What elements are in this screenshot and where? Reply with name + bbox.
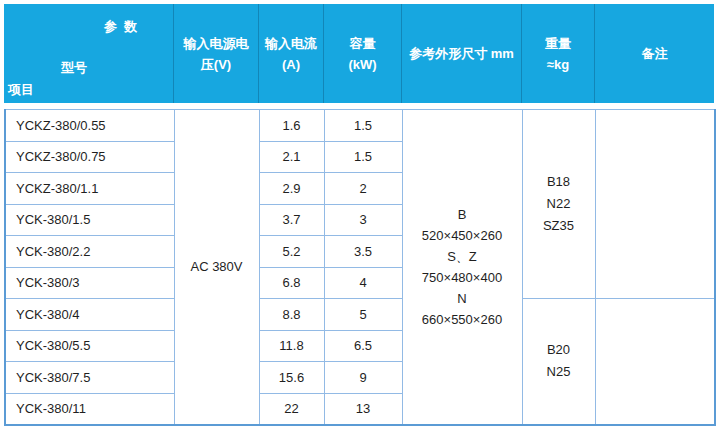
capacity-cell: 5 [324, 299, 402, 331]
page: 参 数 型号 项目 输入电源电 压(V) 输入电流 (A) 容量 (kW) 参考… [0, 0, 718, 426]
current-cell: 5.2 [259, 236, 324, 268]
corner-label-parameters: 参 数 [104, 16, 137, 37]
current-cell: 1.6 [259, 110, 324, 142]
model-cell: YCKZ-380/0.75 [5, 141, 174, 173]
header-corner-cell: 参 数 型号 项目 [4, 4, 173, 103]
model-cell: YCK-380/5.5 [5, 330, 174, 362]
model-cell: YCKZ-380/0.55 [5, 110, 174, 142]
current-cell: 11.8 [259, 330, 324, 362]
header-weight: 重量 ≈kg [521, 4, 594, 103]
current-cell: 6.8 [259, 267, 324, 299]
weight-cell-top: B18 N22 SZ35 [522, 110, 595, 299]
header-label-line: 容量 [350, 33, 376, 54]
model-cell: YCK-380/11 [5, 393, 174, 425]
capacity-cell: 3 [324, 204, 402, 236]
remarks-cell-bottom [595, 299, 715, 425]
header-remarks: 备注 [594, 4, 714, 103]
capacity-cell: 3.5 [324, 236, 402, 268]
spec-body-table: YCKZ-380/0.55 AC 380V 1.6 1.5 B 520×450×… [4, 109, 716, 426]
model-cell: YCK-380/4 [5, 299, 174, 331]
header-label-line: 参考外形尺寸 mm [409, 43, 514, 64]
model-cell: YCKZ-380/1.1 [5, 173, 174, 205]
weight-cell-bottom: B20 N25 [522, 299, 595, 425]
header-label-line: 压(V) [201, 54, 231, 75]
capacity-cell: 2 [324, 173, 402, 205]
header-label-line: 备注 [642, 43, 668, 64]
capacity-cell: 1.5 [324, 110, 402, 142]
capacity-cell: 4 [324, 267, 402, 299]
corner-label-item: 项目 [8, 79, 34, 100]
header-capacity: 容量 (kW) [323, 4, 401, 103]
header-label-line: 输入电源电 [184, 33, 249, 54]
spec-table: 参 数 型号 项目 输入电源电 压(V) 输入电流 (A) 容量 (kW) 参考… [4, 4, 714, 426]
header-label-line: (kW) [348, 54, 376, 75]
dimensions-cell: B 520×450×260 S、Z 750×480×400 N 660×550×… [402, 110, 522, 425]
current-cell: 22 [259, 393, 324, 425]
current-cell: 3.7 [259, 204, 324, 236]
capacity-cell: 6.5 [324, 330, 402, 362]
header-label-line: (A) [282, 54, 300, 75]
header-dimensions: 参考外形尺寸 mm [401, 4, 521, 103]
header-label-line: 输入电流 [265, 33, 317, 54]
header-input-current: 输入电流 (A) [258, 4, 323, 103]
current-cell: 15.6 [259, 362, 324, 394]
current-cell: 8.8 [259, 299, 324, 331]
model-cell: YCK-380/1.5 [5, 204, 174, 236]
header-label-line: ≈kg [547, 54, 569, 75]
model-cell: YCK-380/3 [5, 267, 174, 299]
corner-label-model: 型号 [61, 57, 87, 78]
voltage-cell: AC 380V [174, 110, 259, 425]
table-row: YCKZ-380/0.55 AC 380V 1.6 1.5 B 520×450×… [5, 110, 715, 142]
capacity-cell: 13 [324, 393, 402, 425]
model-cell: YCK-380/7.5 [5, 362, 174, 394]
current-cell: 2.9 [259, 173, 324, 205]
header-input-voltage: 输入电源电 压(V) [173, 4, 258, 103]
capacity-cell: 9 [324, 362, 402, 394]
table-header: 参 数 型号 项目 输入电源电 压(V) 输入电流 (A) 容量 (kW) 参考… [4, 4, 714, 103]
model-cell: YCK-380/2.2 [5, 236, 174, 268]
header-label-line: 重量 [545, 33, 571, 54]
current-cell: 2.1 [259, 141, 324, 173]
table-row: YCK-380/4 8.8 5 B20 N25 [5, 299, 715, 331]
capacity-cell: 1.5 [324, 141, 402, 173]
remarks-cell-top [595, 110, 715, 299]
